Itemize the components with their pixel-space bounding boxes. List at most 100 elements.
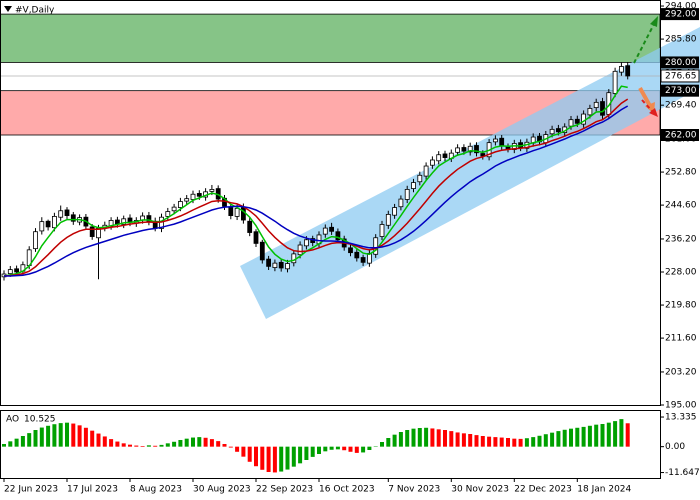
- up-arrow: [633, 23, 655, 64]
- candle-body: [549, 128, 555, 135]
- candle-body: [39, 221, 45, 232]
- y-tick-label: 228.00: [665, 268, 697, 278]
- level-label: 280.00: [665, 58, 697, 68]
- ao-bar: [165, 443, 170, 447]
- level-marker: [661, 84, 699, 97]
- ao-bar: [317, 446, 321, 454]
- candle-body: [593, 101, 599, 108]
- ao-bar: [77, 425, 82, 447]
- ao-bar: [348, 446, 353, 452]
- ao-bar: [323, 446, 328, 452]
- candle-body: [190, 193, 196, 200]
- ao-bar: [159, 444, 164, 447]
- candle-body: [121, 218, 127, 225]
- ao-bar: [587, 425, 592, 447]
- ao-bar: [613, 421, 618, 447]
- candle-body: [247, 220, 253, 233]
- ao-bar: [562, 429, 567, 447]
- y-tick-label: 269.40: [665, 101, 697, 111]
- candle-body: [70, 214, 76, 222]
- candle-body: [329, 226, 335, 232]
- candle-body: [423, 165, 429, 177]
- candle-body: [266, 258, 272, 267]
- ao-bar: [71, 423, 76, 447]
- y-tick-label: 294.00: [665, 2, 697, 12]
- ao-bar: [329, 446, 334, 450]
- y-tick-label: 211.60: [665, 334, 697, 344]
- moving-average: [3, 85, 628, 277]
- ao-bar: [487, 436, 492, 447]
- candle-body: [404, 189, 410, 200]
- ao-bar: [90, 430, 95, 447]
- ao-bar: [254, 446, 258, 467]
- ao-bar: [146, 445, 151, 447]
- ao-bar: [443, 430, 447, 447]
- ao-bar: [272, 446, 277, 473]
- ao-bar: [109, 439, 114, 447]
- ao-bar: [499, 437, 504, 447]
- candle-body: [14, 268, 20, 273]
- candle-body: [600, 101, 605, 116]
- ao-bar: [506, 438, 510, 447]
- y-tick-label: 236.20: [665, 234, 697, 244]
- y-tick-label: 244.60: [665, 201, 697, 211]
- candle-body: [291, 253, 297, 264]
- ao-bar: [581, 426, 586, 447]
- x-tick-label: 30 Nov 2023: [451, 485, 509, 495]
- ao-bar: [512, 438, 517, 447]
- ao-bar: [222, 444, 227, 447]
- ao-bar: [285, 446, 290, 470]
- ao-bar: [600, 424, 605, 447]
- ao-bar: [556, 431, 561, 447]
- candle-body: [442, 153, 448, 158]
- level-marker: [661, 56, 699, 69]
- candle-body: [574, 118, 580, 124]
- arrows: [633, 16, 658, 117]
- candle-body: [177, 201, 183, 208]
- chart-title: #V,Daily: [15, 6, 55, 16]
- ao-bar: [27, 433, 32, 447]
- ao-bar: [178, 440, 183, 447]
- candle-body: [480, 153, 486, 157]
- ao-bar: [260, 446, 265, 470]
- y-tick-label: 285.80: [665, 35, 697, 45]
- ao-bar: [304, 446, 309, 460]
- candle-body: [89, 226, 95, 237]
- y-tick-label: 219.80: [665, 301, 697, 311]
- ao-tick-label: -11.647: [665, 468, 700, 478]
- candle-body: [474, 145, 479, 154]
- ao-bar: [291, 446, 296, 467]
- ao-bar: [65, 422, 69, 447]
- candle-body: [335, 231, 341, 241]
- last-price-marker: [660, 69, 700, 83]
- ao-bar: [39, 427, 44, 447]
- down-arrow-head: [649, 108, 658, 117]
- ao-bar: [115, 441, 120, 447]
- ao-bar: [550, 432, 555, 447]
- ao-bar: [172, 441, 177, 447]
- ao-bar: [52, 424, 57, 447]
- candle-body: [436, 154, 442, 162]
- ao-bar: [20, 436, 25, 447]
- candle-body: [411, 182, 416, 189]
- level-label: 262.00: [665, 131, 697, 141]
- ao-bar: [606, 422, 611, 447]
- ao-bar: [461, 433, 466, 447]
- ao-bar: [235, 446, 240, 452]
- ao-bar: [480, 436, 485, 447]
- ao-bar: [543, 434, 548, 447]
- ao-bar: [310, 446, 315, 457]
- ao-bar: [134, 445, 139, 447]
- candle-body: [209, 189, 215, 192]
- ao-tick-label: 13.335: [665, 413, 697, 423]
- candle-body: [587, 108, 593, 116]
- ao-bar: [493, 437, 498, 447]
- zone: [0, 13, 661, 63]
- level-label: 273.00: [665, 86, 697, 96]
- ao-bar: [191, 437, 195, 447]
- ao-bar: [430, 428, 435, 447]
- plot: [0, 62, 660, 281]
- ao-bar: [8, 441, 13, 447]
- ao-bar: [266, 446, 271, 472]
- ao-bar: [398, 432, 403, 447]
